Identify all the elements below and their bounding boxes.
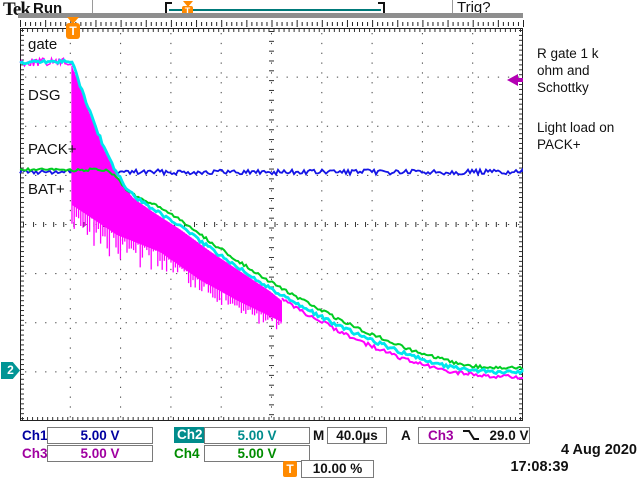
divider bbox=[92, 0, 93, 13]
divider bbox=[452, 0, 453, 13]
ch2-ground-marker: 2 bbox=[1, 362, 20, 379]
ch2-label: Ch2 bbox=[174, 427, 206, 443]
date-readout: 4 Aug 2020 bbox=[560, 442, 637, 458]
trigger-position-t-icon-small: T bbox=[283, 461, 297, 477]
top-divider-bar bbox=[18, 13, 523, 18]
acquisition-status: Run bbox=[33, 0, 63, 17]
record-trigger-t-icon: T bbox=[182, 6, 193, 17]
trigger-level: 29.0 V bbox=[489, 428, 529, 443]
annotation-light-load: Light load on PACK+ bbox=[537, 120, 615, 152]
record-view-bar bbox=[169, 9, 381, 11]
trace-label-bat: BAT+ bbox=[28, 181, 65, 198]
trigger-readout: Ch3 29.0 V bbox=[418, 427, 530, 444]
trace-label-pack: PACK+ bbox=[28, 141, 77, 158]
trigger-position-t-icon: T bbox=[66, 23, 80, 39]
time-readout: 17:08:39 bbox=[510, 459, 569, 475]
ch1-scale-readout: 5.00 V bbox=[47, 427, 153, 444]
trigger-position-readout: 10.00 % bbox=[301, 460, 374, 478]
trigger-position-arrow-icon bbox=[67, 17, 79, 24]
ch3-label: Ch3 bbox=[22, 446, 48, 461]
ch1-label: Ch1 bbox=[22, 428, 48, 443]
trigger-status: Trig? bbox=[457, 0, 491, 16]
trace-label-gate: gate bbox=[28, 36, 58, 53]
record-trigger-arrow-icon bbox=[183, 1, 193, 7]
timebase-label: M bbox=[313, 428, 325, 443]
trace-label-dsg: DSG bbox=[28, 87, 61, 104]
ch4-scale-readout: 5.00 V bbox=[204, 445, 310, 462]
ch3-scale-readout: 5.00 V bbox=[47, 445, 153, 462]
falling-edge-icon bbox=[462, 430, 479, 440]
annotation-rgate: R gate 1 k ohm and Schottky bbox=[537, 46, 599, 95]
timebase-readout: 40.0µs bbox=[327, 427, 387, 444]
ch4-label: Ch4 bbox=[174, 446, 200, 461]
trigger-mode-label: A bbox=[401, 428, 411, 443]
trigger-level-arrow-icon bbox=[507, 74, 523, 86]
trigger-source: Ch3 bbox=[428, 428, 454, 443]
ch2-scale-readout: 5.00 V bbox=[204, 427, 310, 444]
